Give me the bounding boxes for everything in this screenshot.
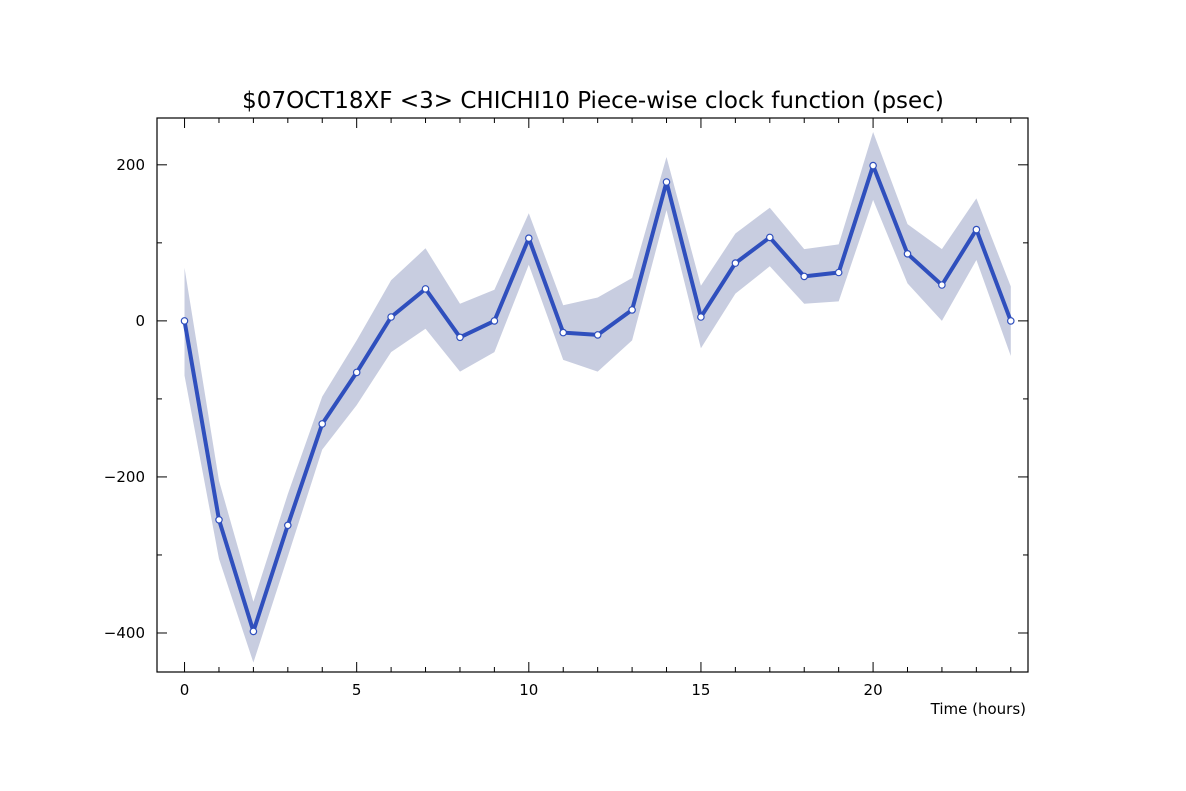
x-tick-label: 10 bbox=[519, 681, 538, 699]
series-line bbox=[182, 163, 1013, 634]
chart-title: $07OCT18XF <3> CHICHI10 Piece-wise clock… bbox=[242, 88, 944, 114]
data-point bbox=[180, 317, 189, 325]
data-point bbox=[765, 233, 774, 242]
y-tick-label: −200 bbox=[104, 468, 145, 486]
data-point bbox=[731, 259, 740, 267]
data-point bbox=[697, 313, 705, 321]
data-point bbox=[456, 333, 464, 342]
data-point bbox=[559, 328, 568, 337]
data-point bbox=[387, 313, 395, 321]
x-tick-label: 5 bbox=[352, 681, 362, 699]
band-layer bbox=[184, 132, 1011, 663]
plot-frame bbox=[156, 117, 1029, 673]
data-point bbox=[834, 268, 843, 277]
tick-layer: 0 5 10 15 20 −400 −200 0 200 bbox=[104, 118, 1028, 699]
y-tick-label: 0 bbox=[135, 312, 145, 330]
data-point bbox=[318, 420, 327, 428]
x-tick-label: 0 bbox=[180, 681, 190, 699]
data-point bbox=[938, 281, 946, 289]
line-layer bbox=[182, 163, 1013, 634]
data-point bbox=[1006, 317, 1015, 325]
data-point bbox=[593, 331, 602, 339]
data-point bbox=[524, 234, 533, 243]
data-point bbox=[283, 521, 292, 530]
x-axis-label: Time (hours) bbox=[930, 700, 1026, 718]
data-point bbox=[800, 272, 809, 281]
uncertainty-band bbox=[184, 132, 1011, 663]
y-tick-label: −400 bbox=[104, 624, 145, 642]
data-point bbox=[352, 368, 361, 377]
data-point bbox=[662, 178, 671, 186]
data-point bbox=[215, 515, 223, 524]
data-point bbox=[869, 161, 877, 170]
marker-layer bbox=[180, 161, 1015, 636]
y-tick-label: 200 bbox=[116, 156, 145, 174]
data-point bbox=[972, 225, 981, 234]
data-point bbox=[249, 627, 258, 636]
data-point bbox=[421, 285, 430, 293]
x-tick-label: 20 bbox=[864, 681, 883, 699]
data-point bbox=[903, 250, 912, 258]
x-tick-label: 15 bbox=[691, 681, 710, 699]
data-point bbox=[490, 317, 499, 325]
data-point bbox=[628, 306, 636, 314]
